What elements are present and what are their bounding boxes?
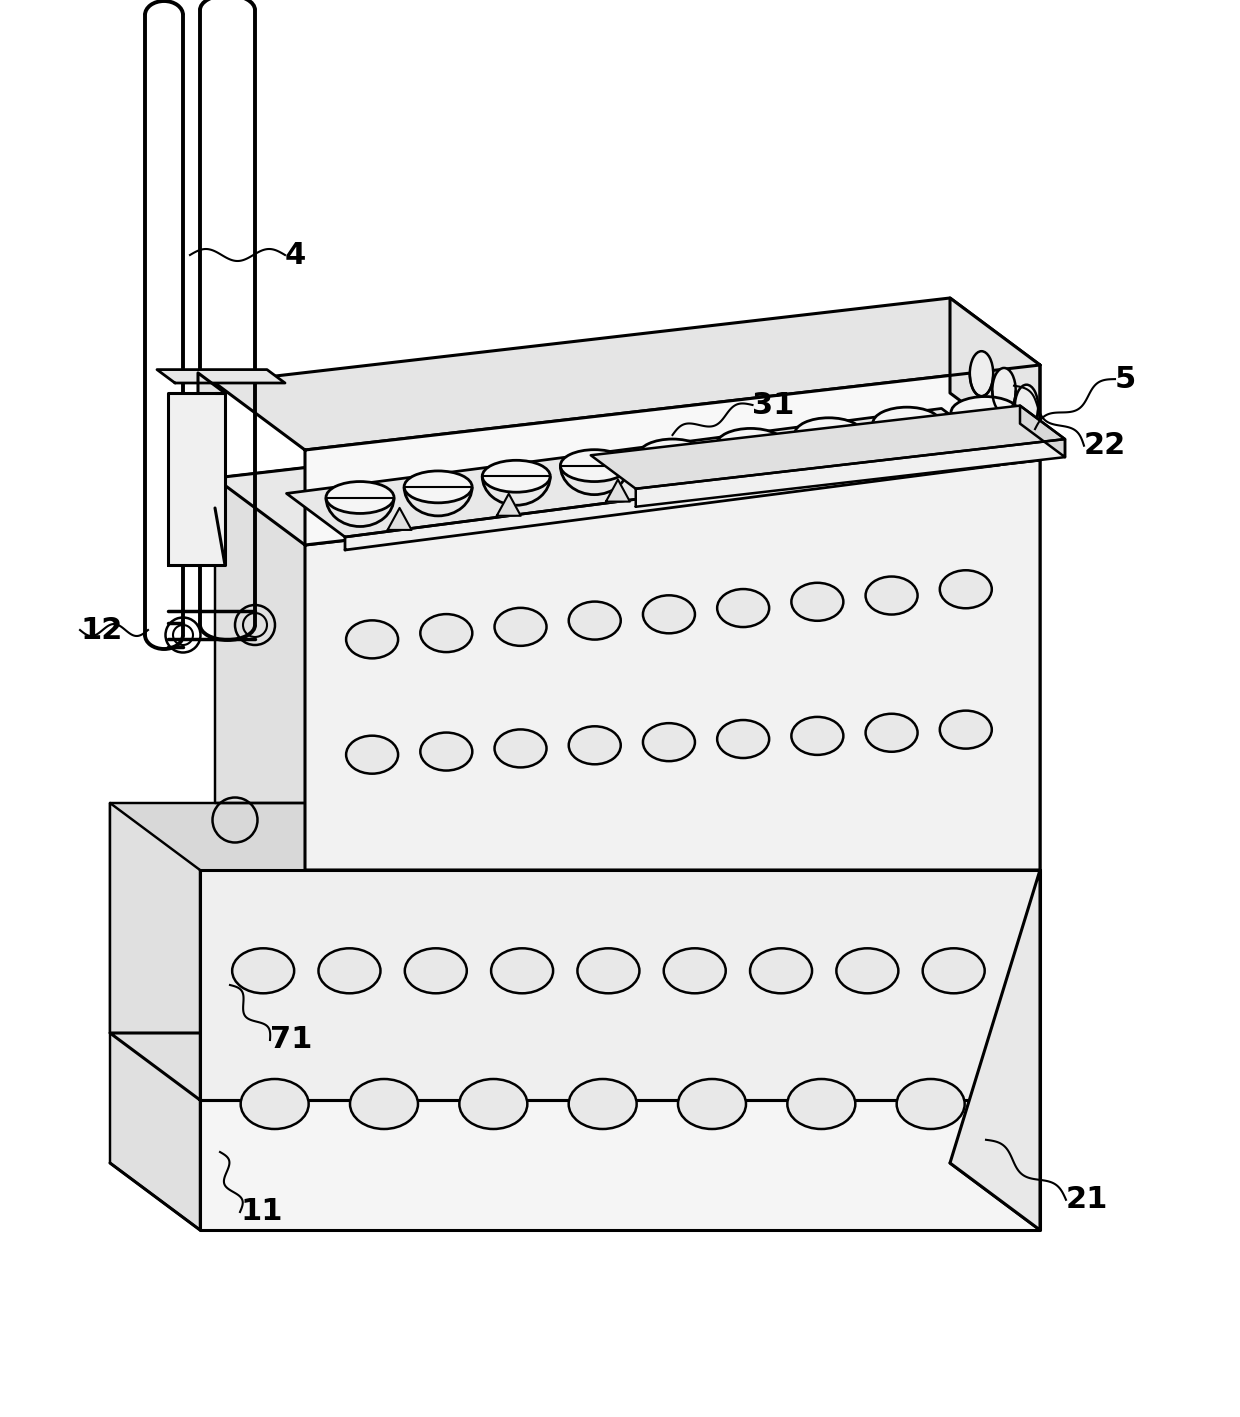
Text: 21: 21 [1066,1185,1109,1214]
Ellipse shape [482,461,551,492]
Polygon shape [305,366,1040,546]
Polygon shape [950,298,1040,461]
Polygon shape [950,803,1040,1100]
Ellipse shape [569,1078,636,1129]
Ellipse shape [319,948,381,993]
Ellipse shape [326,482,394,513]
Ellipse shape [578,948,640,993]
Ellipse shape [420,614,472,652]
Polygon shape [950,1033,1040,1230]
Ellipse shape [644,723,694,761]
Ellipse shape [951,397,1019,428]
Ellipse shape [717,589,769,628]
Ellipse shape [795,418,863,449]
Polygon shape [286,408,999,537]
Ellipse shape [897,1078,965,1129]
Ellipse shape [241,1078,309,1129]
Ellipse shape [350,1078,418,1129]
Polygon shape [636,439,1065,507]
Polygon shape [200,1100,1040,1230]
Ellipse shape [569,727,621,764]
Ellipse shape [791,717,843,755]
Ellipse shape [346,735,398,774]
Ellipse shape [1014,384,1038,429]
Polygon shape [388,507,412,530]
Ellipse shape [639,439,707,470]
Polygon shape [110,803,950,1033]
Ellipse shape [940,570,992,608]
Ellipse shape [970,351,993,397]
Text: 4: 4 [285,241,306,269]
Polygon shape [715,465,739,487]
Ellipse shape [923,948,985,993]
Polygon shape [215,298,1040,451]
Text: 5: 5 [1115,364,1136,394]
Text: 71: 71 [270,1026,312,1054]
Ellipse shape [459,1078,527,1129]
Polygon shape [950,870,1040,1230]
Ellipse shape [495,730,547,768]
Polygon shape [110,803,200,1230]
Ellipse shape [495,608,547,646]
Ellipse shape [678,1078,746,1129]
Polygon shape [825,451,848,473]
Ellipse shape [644,595,694,633]
Ellipse shape [750,948,812,993]
Ellipse shape [992,368,1016,412]
Ellipse shape [569,602,621,639]
Ellipse shape [491,948,553,993]
Polygon shape [497,493,521,516]
Polygon shape [200,870,1040,1100]
Polygon shape [606,479,630,502]
Polygon shape [215,393,1040,546]
Polygon shape [950,393,1040,870]
Polygon shape [157,370,285,383]
Polygon shape [590,405,1065,489]
Ellipse shape [663,948,725,993]
Text: 22: 22 [1084,431,1126,461]
Text: 11: 11 [241,1197,283,1227]
Ellipse shape [791,582,843,621]
Ellipse shape [420,733,472,771]
Ellipse shape [940,711,992,748]
Ellipse shape [787,1078,856,1129]
Ellipse shape [560,449,629,482]
Ellipse shape [836,948,898,993]
Ellipse shape [404,948,466,993]
Ellipse shape [717,720,769,758]
Polygon shape [345,452,999,550]
Ellipse shape [717,428,785,461]
Polygon shape [198,373,224,565]
Polygon shape [1021,405,1065,458]
Text: 12: 12 [81,615,123,645]
Polygon shape [215,393,950,803]
Polygon shape [934,436,957,459]
Ellipse shape [866,577,918,615]
Text: 31: 31 [753,391,795,419]
Ellipse shape [346,621,398,659]
Ellipse shape [404,470,472,503]
Ellipse shape [866,714,918,752]
Ellipse shape [873,407,941,439]
Polygon shape [167,393,224,565]
Polygon shape [305,461,1040,870]
Polygon shape [110,1033,1040,1100]
Ellipse shape [232,948,294,993]
